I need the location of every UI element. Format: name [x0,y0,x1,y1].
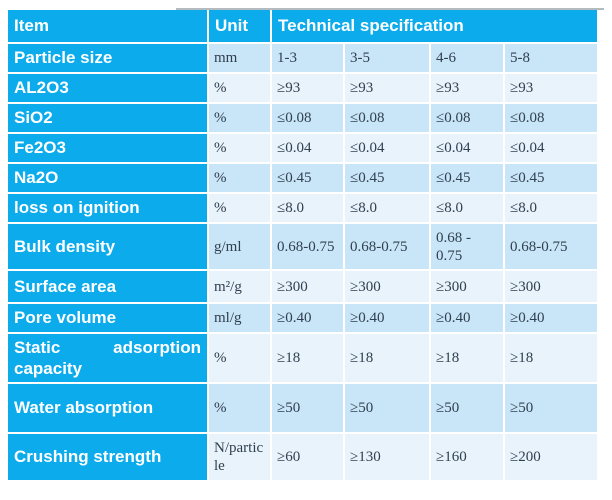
unit-cell: % [209,194,270,222]
value-cell: ≤8.0 [272,194,343,222]
header-technical-specification: Technical specification [272,10,598,42]
value-cell: ≥93 [431,74,503,102]
value-cell: ≤0.45 [345,164,429,192]
value-cell: 5-8 [505,44,598,72]
value-cell: ≥18 [272,334,343,382]
value-cell: ≥0.40 [431,304,503,332]
item-cell: Water absorption [8,384,207,432]
item-cell: Crushing strength [8,434,207,480]
value-cell: ≥50 [345,384,429,432]
item-cell: Particle size [8,44,207,72]
table-row: SiO2% ≤0.08 ≤0.08 ≤0.08 ≤0.08 [8,104,598,132]
table-row: Pore volume ml/g ≥0.40 ≥0.40 ≥0.40 ≥0.40 [8,304,598,332]
value-cell: ≥93 [272,74,343,102]
value-cell: ≤8.0 [505,194,598,222]
value-cell: ≥93 [345,74,429,102]
table-body: Particle size mm 1-3 3-5 4-6 5-8 AL2O3% ≥93 ≥93 ≥… [8,44,598,480]
value-cell: ≤0.08 [505,104,598,132]
unit-cell: % [209,134,270,162]
value-cell: ≥50 [272,384,343,432]
table-row: Fe2O3% ≤0.04 ≤0.04 ≤0.04 ≤0.04 [8,134,598,162]
item-cell: SiO2 [8,104,207,132]
value-cell: ≥300 [272,271,343,302]
unit-cell: g/ml [209,224,270,269]
value-cell: ≤0.08 [345,104,429,132]
value-cell: ≤0.08 [272,104,343,132]
value-cell: ≤0.04 [345,134,429,162]
value-cell: ≥50 [431,384,503,432]
table-row: Water absorption% ≥50 ≥50 ≥50 ≥50 [8,384,598,432]
value-cell: ≥0.40 [505,304,598,332]
value-cell: ≤0.04 [431,134,503,162]
value-cell: 1-3 [272,44,343,72]
value-cell: ≤8.0 [431,194,503,222]
item-cell: Na2O [8,164,207,192]
unit-cell: % [209,74,270,102]
header-item: Item [8,10,207,42]
value-cell: ≥50 [505,384,598,432]
value-cell: ≥160 [431,434,503,480]
unit-cell: N/particle [209,434,270,480]
unit-cell: ml/g [209,304,270,332]
value-cell: ≥18 [431,334,503,382]
item-cell: Surface area [8,271,207,302]
unit-cell: % [209,384,270,432]
table-row: Particle size mm 1-3 3-5 4-6 5-8 [8,44,598,72]
value-cell: 0.68 - 0.75 [431,224,503,269]
header-unit: Unit [209,10,270,42]
table-row: Na2O% ≤0.45 ≤0.45 ≤0.45 ≤0.45 [8,164,598,192]
top-crop-line [176,8,604,10]
item-cell: Bulk density [8,224,207,269]
value-cell: ≤0.04 [505,134,598,162]
table-row: loss on ignition% ≤8.0 ≤8.0 ≤8.0 ≤8.0 [8,194,598,222]
table-row: Surface area m²/g ≥300 ≥300 ≥300 ≥300 [8,271,598,302]
value-cell: ≤0.08 [431,104,503,132]
value-cell: 0.68-0.75 [345,224,429,269]
item-cell: Static adsorption capacity [8,334,207,382]
value-cell: ≥300 [505,271,598,302]
value-cell: 4-6 [431,44,503,72]
value-cell: ≥18 [505,334,598,382]
value-cell: ≥0.40 [345,304,429,332]
unit-cell: % [209,164,270,192]
value-cell: ≥130 [345,434,429,480]
technical-specification-table: Item Unit Technical specification Partic… [6,8,599,482]
table-row: Bulk density g/ml 0.68-0.75 0.68-0.75 0.68 -… [8,224,598,269]
value-cell: 0.68-0.75 [505,224,598,269]
value-cell: ≥300 [345,271,429,302]
table-row: AL2O3% ≥93 ≥93 ≥93 ≥93 [8,74,598,102]
value-cell: 0.68-0.75 [272,224,343,269]
item-cell: loss on ignition [8,194,207,222]
item-cell: AL2O3 [8,74,207,102]
value-cell: ≤0.04 [272,134,343,162]
table-row: Static adsorption capacity% ≥18 ≥18 ≥18 ≥18 [8,334,598,382]
unit-cell: m²/g [209,271,270,302]
value-cell: ≥93 [505,74,598,102]
value-cell: ≥200 [505,434,598,480]
value-cell: 3-5 [345,44,429,72]
header-row: Item Unit Technical specification [8,10,598,42]
table-row: Crushing strength N/particle ≥60 ≥130 ≥160 ≥2… [8,434,598,480]
unit-cell: % [209,334,270,382]
value-cell: ≤8.0 [345,194,429,222]
value-cell: ≥18 [345,334,429,382]
item-cell: Fe2O3 [8,134,207,162]
value-cell: ≥300 [431,271,503,302]
value-cell: ≤0.45 [431,164,503,192]
unit-cell: % [209,104,270,132]
value-cell: ≤0.45 [505,164,598,192]
unit-cell: mm [209,44,270,72]
item-cell: Pore volume [8,304,207,332]
value-cell: ≤0.45 [272,164,343,192]
value-cell: ≥60 [272,434,343,480]
value-cell: ≥0.40 [272,304,343,332]
